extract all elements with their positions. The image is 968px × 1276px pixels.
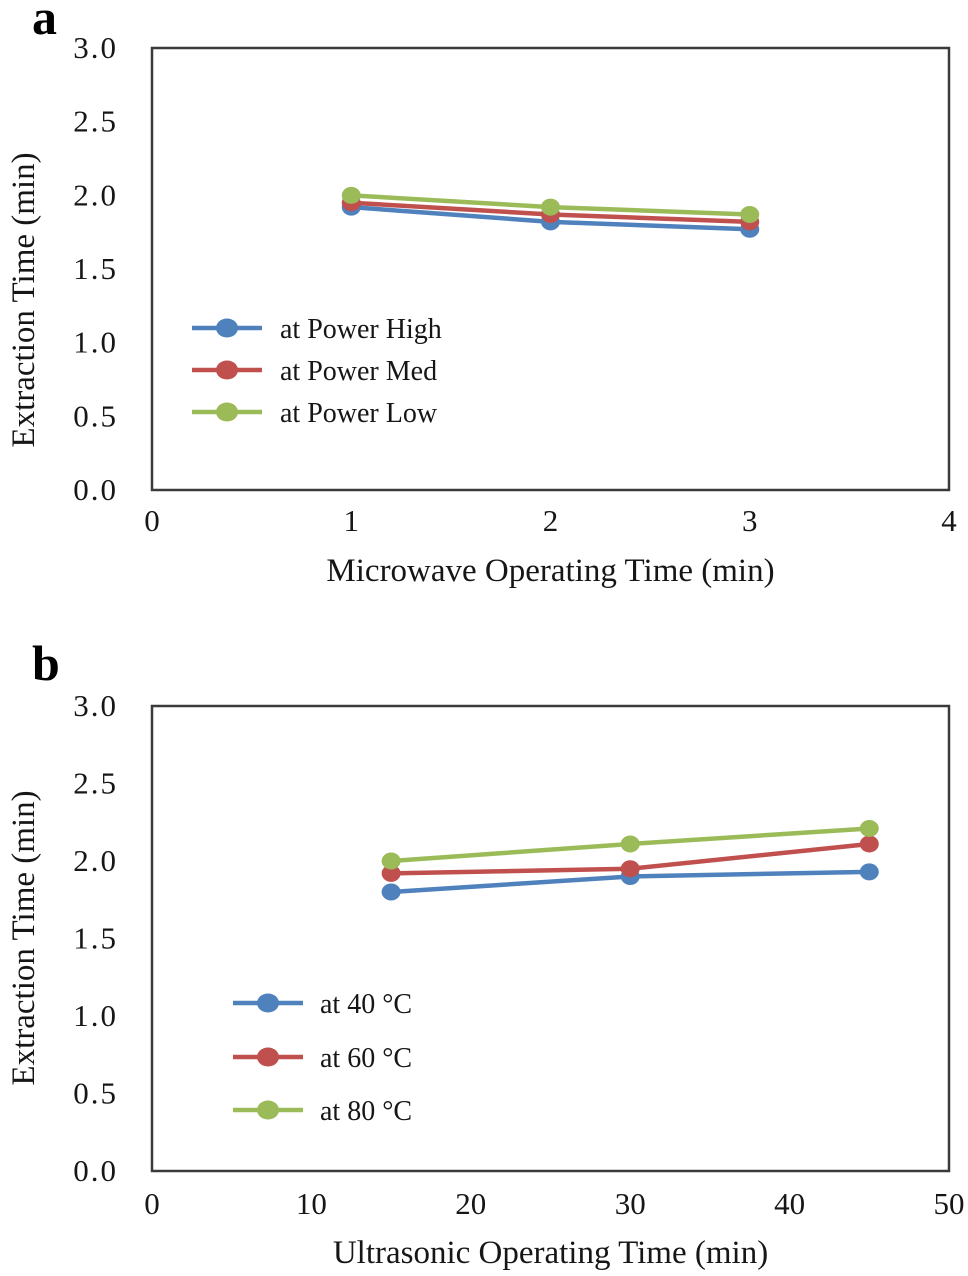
y-tick-label: 0.5 bbox=[73, 1076, 118, 1111]
data-point-marker bbox=[620, 860, 640, 878]
data-point-marker bbox=[381, 864, 401, 882]
plot-border bbox=[150, 704, 951, 1173]
x-tick-label: 0 bbox=[144, 503, 160, 538]
x-tick-label: 4 bbox=[941, 503, 957, 538]
data-point-marker bbox=[381, 883, 401, 901]
legend-marker bbox=[257, 1100, 279, 1120]
panel-a-chart: 0 1 2 3 4 0.0 0.5 1.0 1.5 2.0 2.5 3.0 Microwave Oper… bbox=[6, 30, 957, 589]
legend-label: at Power Low bbox=[280, 398, 438, 429]
y-tick-label: 0.0 bbox=[73, 472, 118, 507]
y-tick-label: 2.5 bbox=[73, 104, 118, 139]
x-tick-label: 30 bbox=[615, 1186, 646, 1221]
data-point-marker bbox=[541, 198, 560, 216]
y-tick-label: 1.5 bbox=[73, 921, 118, 956]
x-tick-label: 3 bbox=[742, 503, 758, 538]
x-tick-label: 10 bbox=[296, 1186, 327, 1221]
data-point-marker bbox=[740, 205, 760, 223]
data-point-marker bbox=[381, 852, 401, 870]
x-tick-label: 40 bbox=[774, 1186, 805, 1221]
plot-border bbox=[150, 46, 951, 492]
y-tick-label: 3.0 bbox=[73, 688, 118, 723]
legend-marker bbox=[216, 360, 238, 380]
y-tick-label: 2.5 bbox=[73, 766, 118, 801]
legend-label: at 40 °C bbox=[320, 989, 412, 1020]
y-axis-title: Extraction Time (min) bbox=[6, 790, 42, 1085]
y-tick-label: 2.0 bbox=[73, 177, 118, 212]
legend-marker bbox=[257, 1047, 279, 1067]
y-tick-label: 0.5 bbox=[73, 398, 118, 433]
legend-label: at Power High bbox=[280, 314, 442, 345]
data-point-marker bbox=[620, 835, 640, 853]
y-tick-label: 0.0 bbox=[73, 1153, 118, 1188]
legend-marker bbox=[216, 402, 238, 422]
y-axis-title: Extraction Time (min) bbox=[6, 152, 42, 447]
x-tick-label: 0 bbox=[144, 1186, 160, 1221]
legend-marker bbox=[257, 993, 279, 1013]
y-tick-label: 1.0 bbox=[73, 325, 118, 360]
x-axis-title: Microwave Operating Time (min) bbox=[326, 553, 774, 589]
legend-label: at Power Med bbox=[280, 356, 437, 387]
legend-label: at 80 °C bbox=[320, 1096, 412, 1127]
y-tick-label: 1.0 bbox=[73, 998, 118, 1033]
legend-label: at 60 °C bbox=[320, 1043, 412, 1074]
x-tick-label: 20 bbox=[455, 1186, 486, 1221]
panel-a-label: a bbox=[32, 0, 57, 45]
x-tick-label: 50 bbox=[934, 1186, 965, 1221]
panel-b-label: b bbox=[32, 635, 60, 691]
y-tick-label: 3.0 bbox=[73, 30, 118, 65]
y-tick-label: 2.0 bbox=[73, 843, 118, 878]
data-point-marker bbox=[859, 863, 879, 881]
x-axis-title: Ultrasonic Operating Time (min) bbox=[333, 1235, 768, 1271]
x-tick-label: 2 bbox=[543, 503, 559, 538]
x-tick-label: 1 bbox=[344, 503, 360, 538]
data-point-marker bbox=[859, 819, 879, 837]
y-tick-label: 1.5 bbox=[73, 251, 118, 286]
data-point-marker bbox=[341, 186, 361, 204]
data-point-marker bbox=[859, 835, 879, 853]
legend-marker bbox=[216, 318, 238, 338]
panel-b-chart: 0 10 20 30 40 50 0.0 0.5 1.0 1.5 2.0 2.5 3.0 Ultrason… bbox=[6, 688, 965, 1271]
